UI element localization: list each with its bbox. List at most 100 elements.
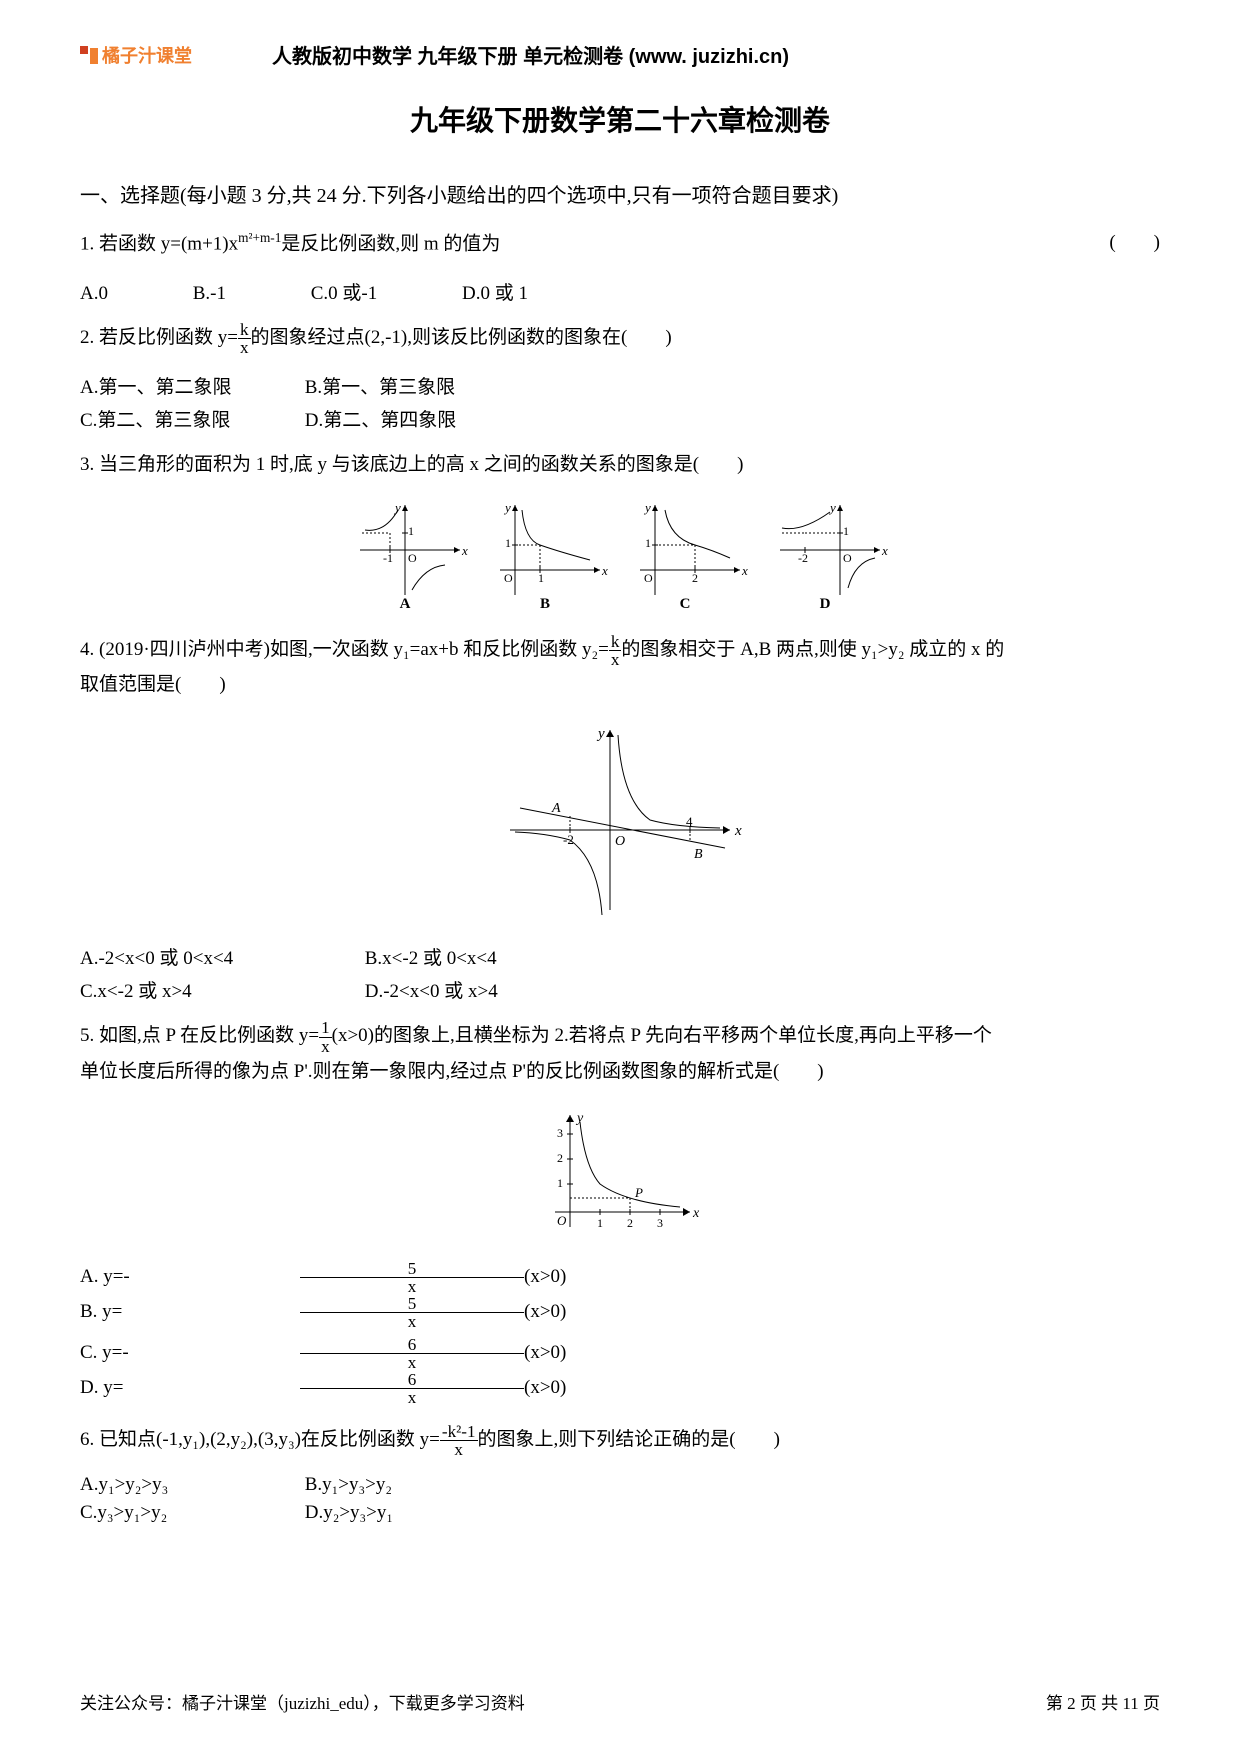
svg-text:1: 1 xyxy=(597,1216,603,1230)
q2-opt-b: B.第一、第三象限 xyxy=(305,372,525,399)
q6-stem-b: 的图象上,则下列结论正确的是( ) xyxy=(478,1429,780,1450)
q1-opt-a: A.0 xyxy=(80,283,108,305)
svg-text:O: O xyxy=(557,1213,567,1228)
logo-text: 橘子汁课堂 xyxy=(102,42,192,68)
svg-text:O: O xyxy=(644,571,653,585)
q4-stem-a: 4. (2019·四川泸州中考)如图,一次函数 y₁=ax+b 和反比例函数 y… xyxy=(80,639,609,660)
question-5: 5. 如图,点 P 在反比例函数 y=1x(x>0)的图象上,且横坐标为 2.若… xyxy=(80,1019,1160,1088)
q1-options: A.0 B.-1 C.0 或-1 D.0 或 1 xyxy=(80,278,1160,305)
q6-opt-a: A.y₁>y₂>y₃ xyxy=(80,1474,300,1496)
svg-text:x: x xyxy=(601,563,608,578)
question-3: 3. 当三角形的面积为 1 时,底 y 与该底边上的高 x 之间的函数关系的图象… xyxy=(80,448,1160,482)
svg-text:1: 1 xyxy=(645,536,651,550)
q2-stem-b: 的图象经过点(2,-1),则该反比例函数的图象在( ) xyxy=(251,327,672,348)
svg-text:y: y xyxy=(393,500,401,515)
svg-text:A: A xyxy=(400,596,411,610)
q1-stem-suffix: 是反比例函数,则 m 的值为 xyxy=(281,233,500,254)
q4-opt-d: D.-2<x<0 或 x>4 xyxy=(365,976,585,1003)
q6-opt-b: B.y₁>y₃>y₂ xyxy=(305,1474,525,1496)
q2-stem-a: 2. 若反比例函数 y= xyxy=(80,327,238,348)
footer-right: 第 2 页 共 11 页 xyxy=(1046,1689,1160,1714)
footer-left: 关注公众号：橘子汁课堂（juzizhi_edu），下载更多学习资料 xyxy=(80,1689,525,1714)
q5-graph: x y O 1 2 3 1 2 3 P xyxy=(535,1107,705,1237)
svg-text:3: 3 xyxy=(557,1126,563,1140)
svg-text:3: 3 xyxy=(657,1216,663,1230)
svg-text:-2: -2 xyxy=(798,551,808,565)
logo-icon xyxy=(80,46,98,64)
svg-text:x: x xyxy=(741,563,748,578)
svg-text:-1: -1 xyxy=(383,551,393,565)
q5-stem-b: (x>0)的图象上,且横坐标为 2.若将点 P 先向右平移两个单位长度,再向上平… xyxy=(332,1025,992,1046)
q3-graph-a: x y O 1 -1 A xyxy=(350,500,470,610)
question-4: 4. (2019·四川泸州中考)如图,一次函数 y₁=ax+b 和反比例函数 y… xyxy=(80,633,1160,702)
q2-opt-d: D.第二、第四象限 xyxy=(305,405,525,432)
q4-opt-a: A.-2<x<0 或 0<x<4 xyxy=(80,943,360,970)
svg-text:2: 2 xyxy=(627,1216,633,1230)
q5-opt-d: D. y=6x(x>0) xyxy=(80,1371,744,1406)
q4-graph: x y O A -2 B 4 xyxy=(490,720,750,920)
q3-graphs: x y O 1 -1 A x y O 1 1 xyxy=(80,500,1160,615)
svg-text:y: y xyxy=(596,726,605,742)
svg-text:1: 1 xyxy=(557,1176,563,1190)
q1-stem-prefix: 1. 若函数 y=(m+1)x xyxy=(80,233,238,254)
page-title: 九年级下册数学第二十六章检测卷 xyxy=(80,99,1160,139)
q5-fraction: 1x xyxy=(319,1019,332,1054)
q5-stem-c: 单位长度后所得的像为点 P'.则在第一象限内,经过点 P'的反比例函数图象的解析… xyxy=(80,1061,824,1082)
q3-graph-c: x y O 1 2 C xyxy=(630,500,750,610)
q6-options: A.y₁>y₂>y₃ B.y₁>y₃>y₂ C.y₃>y₁>y₂ D.y₂>y₃… xyxy=(80,1474,1160,1524)
q3-graph-b: x y O 1 1 B xyxy=(490,500,610,610)
header-text: 人教版初中数学 九年级下册 单元检测卷 (www. juzizhi.cn) xyxy=(272,40,789,69)
svg-text:x: x xyxy=(881,543,888,558)
q4-opt-c: C.x<-2 或 x>4 xyxy=(80,976,360,1003)
q2-opt-c: C.第二、第三象限 xyxy=(80,405,300,432)
svg-text:1: 1 xyxy=(843,524,849,538)
q1-opt-c: C.0 或-1 xyxy=(311,278,378,305)
svg-text:1: 1 xyxy=(538,571,544,585)
svg-text:y: y xyxy=(643,500,651,515)
svg-text:1: 1 xyxy=(408,524,414,538)
q2-options: A.第一、第二象限 B.第一、第三象限 C.第二、第三象限 D.第二、第四象限 xyxy=(80,372,1160,432)
question-1: 1. 若函数 y=(m+1)xm²+m-1是反比例函数,则 m 的值为 ( ) xyxy=(80,226,1160,262)
svg-text:A: A xyxy=(551,801,561,816)
q6-stem-a: 6. 已知点(-1,y₁),(2,y₂),(3,y₃)在反比例函数 y= xyxy=(80,1429,440,1450)
svg-text:y: y xyxy=(575,1111,584,1126)
q6-fraction: -k²-1x xyxy=(440,1423,478,1458)
q4-stem-b: 的图象相交于 A,B 两点,则使 y₁>y₂ 成立的 x 的 xyxy=(621,639,1004,660)
q1-paren: ( ) xyxy=(1109,226,1160,260)
svg-text:O: O xyxy=(504,571,513,585)
q1-opt-b: B.-1 xyxy=(193,283,226,305)
q2-fraction: kx xyxy=(238,321,251,356)
q4-fraction: kx xyxy=(609,633,622,668)
svg-text:y: y xyxy=(503,500,511,515)
svg-text:2: 2 xyxy=(557,1151,563,1165)
svg-text:-2: -2 xyxy=(563,832,574,847)
q5-options: A. y=-5x(x>0) B. y=5x(x>0) C. y=-6x(x>0)… xyxy=(80,1260,1160,1407)
svg-text:C: C xyxy=(680,596,691,610)
svg-text:x: x xyxy=(461,543,468,558)
svg-text:2: 2 xyxy=(692,571,698,585)
svg-text:4: 4 xyxy=(686,814,693,829)
svg-text:x: x xyxy=(692,1206,700,1221)
q4-stem-c: 取值范围是( ) xyxy=(80,674,226,695)
q5-opt-a: A. y=-5x(x>0) xyxy=(80,1260,744,1295)
q6-opt-c: C.y₃>y₁>y₂ xyxy=(80,1502,300,1524)
logo: 橘子汁课堂 xyxy=(80,42,192,68)
svg-text:P: P xyxy=(634,1185,643,1200)
svg-text:B: B xyxy=(694,847,703,862)
q5-graph-row: x y O 1 2 3 1 2 3 P xyxy=(80,1107,1160,1242)
q1-opt-d: D.0 或 1 xyxy=(462,278,528,305)
q4-opt-b: B.x<-2 或 0<x<4 xyxy=(365,943,585,970)
svg-text:O: O xyxy=(843,551,852,565)
svg-text:D: D xyxy=(820,596,831,610)
page-header: 橘子汁课堂 人教版初中数学 九年级下册 单元检测卷 (www. juzizhi.… xyxy=(80,40,1160,69)
q5-opt-b: B. y=5x(x>0) xyxy=(80,1295,744,1330)
q4-options: A.-2<x<0 或 0<x<4 B.x<-2 或 0<x<4 C.x<-2 或… xyxy=(80,943,1160,1003)
section-heading: 一、选择题(每小题 3 分,共 24 分.下列各小题给出的四个选项中,只有一项符… xyxy=(80,179,1160,208)
q4-graph-row: x y O A -2 B 4 xyxy=(80,720,1160,925)
svg-text:O: O xyxy=(408,551,417,565)
svg-text:O: O xyxy=(615,834,625,849)
q5-opt-c: C. y=-6x(x>0) xyxy=(80,1336,744,1371)
q2-opt-a: A.第一、第二象限 xyxy=(80,372,300,399)
q6-opt-d: D.y₂>y₃>y₁ xyxy=(305,1502,525,1524)
q3-graph-d: x y O 1 -2 D xyxy=(770,500,890,610)
